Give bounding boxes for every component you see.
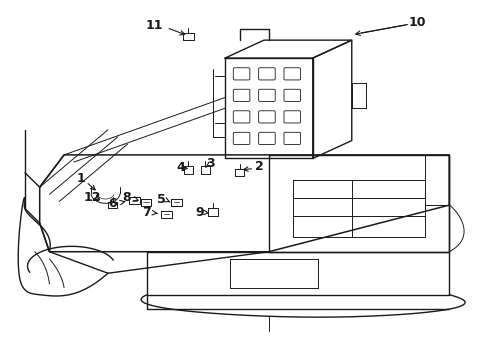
Text: 5: 5 [157, 193, 165, 206]
Text: 11: 11 [145, 19, 163, 32]
Text: 10: 10 [408, 17, 426, 30]
Text: 9: 9 [195, 206, 203, 219]
Text: 8: 8 [122, 191, 131, 204]
Text: 4: 4 [176, 161, 185, 174]
Text: 1: 1 [77, 172, 85, 185]
Text: 7: 7 [142, 206, 150, 219]
Text: 2: 2 [254, 160, 263, 173]
Text: 3: 3 [205, 157, 214, 170]
Text: 12: 12 [83, 191, 101, 204]
Text: 6: 6 [108, 197, 117, 210]
